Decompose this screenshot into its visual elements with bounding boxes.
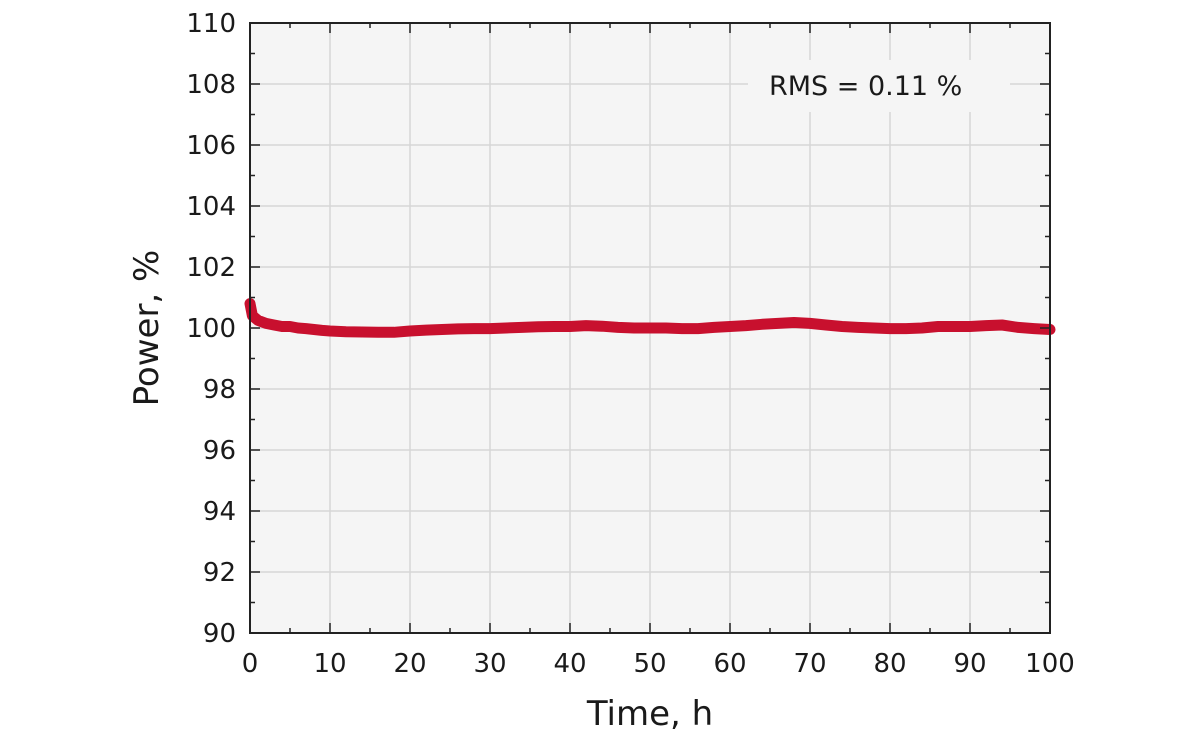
series-layer <box>244 298 1056 338</box>
tick-marks <box>249 22 1051 634</box>
x-tick-label: 80 <box>873 649 906 679</box>
y-tick-label: 94 <box>203 497 236 527</box>
x-tick-label: 40 <box>553 649 586 679</box>
y-tick-label: 92 <box>203 558 236 588</box>
y-tick-label: 102 <box>186 253 236 283</box>
rms-annotation: RMS = 0.11 % <box>769 71 962 102</box>
y-tick-label: 108 <box>186 70 236 100</box>
y-tick-label: 98 <box>203 375 236 405</box>
x-tick-label: 30 <box>473 649 506 679</box>
x-tick-label: 20 <box>393 649 426 679</box>
x-tick-label: 90 <box>953 649 986 679</box>
x-tick-label: 10 <box>313 649 346 679</box>
y-tick-label: 106 <box>186 131 236 161</box>
x-tick-label: 100 <box>1025 649 1075 679</box>
x-tick-labels: 0 10 20 30 40 50 60 70 80 90 100 <box>242 649 1075 679</box>
x-tick-label: 60 <box>713 649 746 679</box>
annotation-background <box>748 60 1010 112</box>
y-tick-label: 110 <box>186 9 236 39</box>
y-tick-labels: 90 92 94 96 98 100 102 104 106 108 110 <box>186 9 236 649</box>
y-tick-label: 104 <box>186 192 236 222</box>
y-tick-label: 96 <box>203 436 236 466</box>
x-tick-label: 0 <box>242 649 259 679</box>
x-tick-label: 50 <box>633 649 666 679</box>
x-axis-title: Time, h <box>586 694 713 734</box>
x-tick-label: 70 <box>793 649 826 679</box>
y-axis-title: Power, % <box>127 250 167 407</box>
power-series-line <box>244 298 1056 338</box>
y-tick-label: 100 <box>186 314 236 344</box>
y-tick-label: 90 <box>203 619 236 649</box>
